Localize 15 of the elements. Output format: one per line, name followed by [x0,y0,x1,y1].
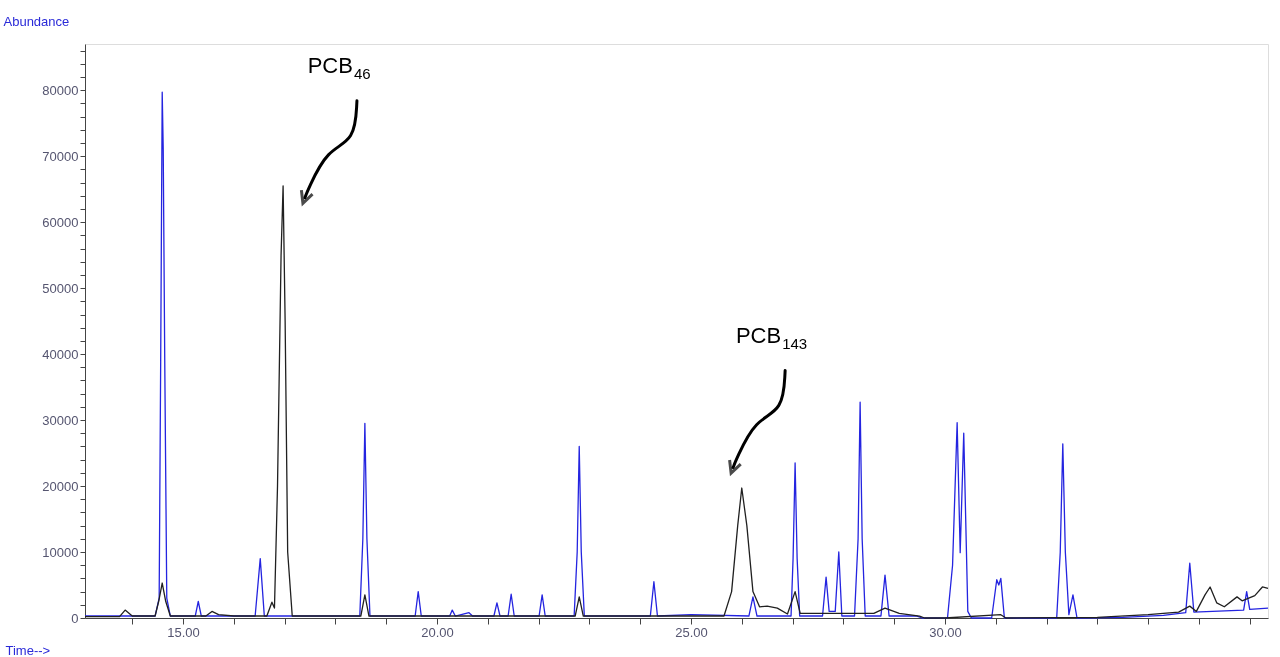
x-tick-label: 20.00 [421,624,454,640]
y-tick-label: 10000 [42,544,79,560]
x-tick-label: 30.00 [929,624,962,640]
x-tick-label: 15.00 [167,624,200,640]
x-tick-label: 25.00 [675,624,708,640]
y-tick-label: 40000 [42,346,79,362]
y-tick-label: 20000 [42,478,79,494]
y-tick-label: 60000 [42,214,79,230]
y-axis-title: Abundance [3,13,70,29]
y-tick-label: 0 [71,610,79,626]
y-tick-label: 70000 [42,148,79,164]
y-tick-label: 80000 [42,82,79,98]
y-tick-label: 50000 [42,280,79,296]
y-tick-label: 30000 [42,412,79,428]
x-axis-title: Time--> [5,642,51,657]
